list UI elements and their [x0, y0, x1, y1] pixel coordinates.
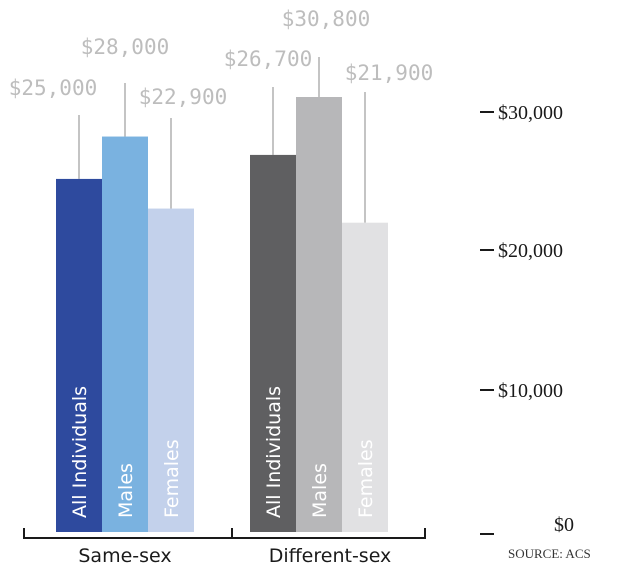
group-label: Same-sex [78, 545, 171, 567]
source-note: SOURCE: ACS [508, 546, 591, 561]
y-tick-label: $30,000 [498, 102, 563, 124]
bar-label: Females [161, 439, 183, 518]
y-tick-label: $0 [554, 514, 574, 536]
bar [250, 154, 296, 533]
value-leader-lines [78, 57, 366, 223]
value-label: $21,900 [345, 61, 434, 85]
value-label: $30,800 [282, 7, 371, 31]
bar [296, 97, 342, 532]
value-label: $28,000 [81, 35, 170, 59]
bar [148, 208, 194, 532]
bar [56, 178, 102, 532]
value-label: $25,000 [9, 76, 98, 100]
y-axis: $0 $10,000 $20,000 $30,000 [480, 102, 574, 536]
y-tick-label: $20,000 [498, 240, 563, 262]
bar-label: Females [355, 439, 377, 518]
value-label: $26,700 [224, 47, 313, 71]
bar-labels: All Individuals Males Females All Individua… [69, 386, 377, 518]
bar [342, 222, 388, 532]
bar-label: All Individuals [263, 386, 285, 518]
y-tick-label: $10,000 [498, 380, 563, 402]
bar-label: Males [115, 463, 137, 518]
bar [102, 136, 148, 532]
group-labels: Same-sex Different-sex [78, 545, 391, 567]
bars [56, 97, 388, 533]
value-label: $22,900 [139, 85, 228, 109]
value-labels: $25,000 $28,000 $22,900 $26,700 $30,800 $21,9… [9, 7, 434, 109]
x-axis [23, 528, 426, 539]
bar-label: All Individuals [69, 386, 91, 518]
group-label: Different-sex [269, 545, 392, 567]
bar-label: Males [309, 463, 331, 518]
